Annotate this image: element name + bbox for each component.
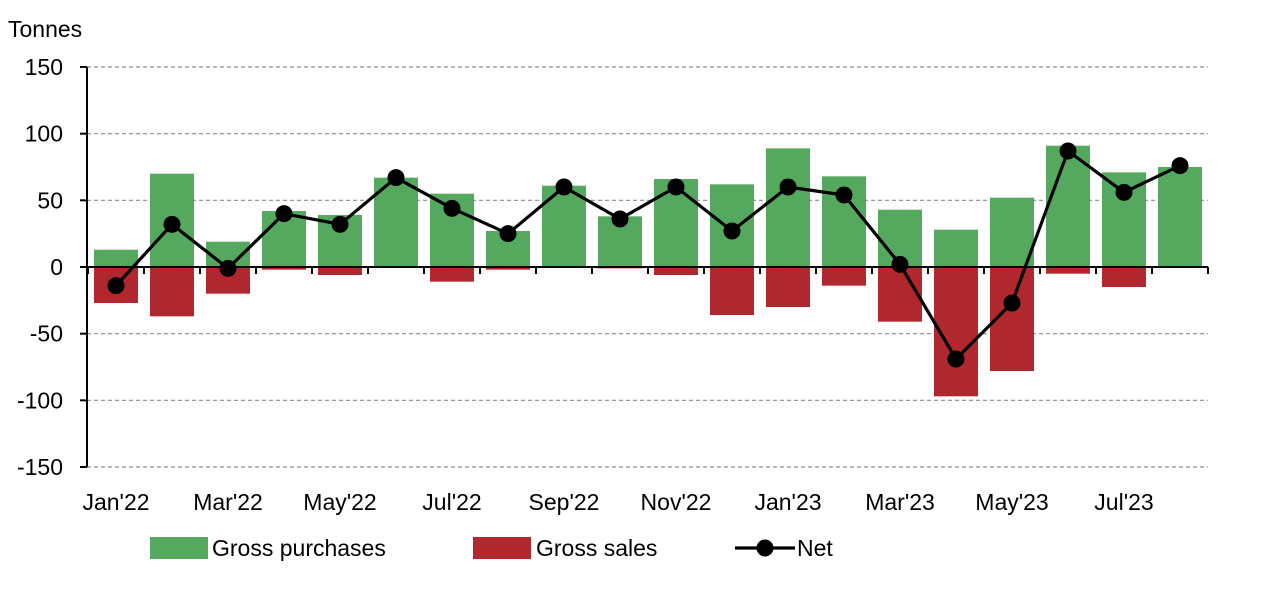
x-tick-label: Jan'23 bbox=[754, 489, 821, 515]
x-tick-label: Jul'23 bbox=[1094, 489, 1153, 515]
net-marker bbox=[667, 178, 685, 196]
net-marker bbox=[891, 255, 909, 273]
legend-marker-net bbox=[756, 539, 774, 557]
legend-label-purchases: Gross purchases bbox=[212, 535, 386, 561]
net-marker bbox=[163, 215, 181, 233]
net-marker bbox=[835, 186, 853, 204]
net-line-path bbox=[114, 149, 1181, 361]
x-tick-label: Mar'23 bbox=[865, 489, 935, 515]
legend-swatch-sales bbox=[473, 537, 531, 559]
sales-bar bbox=[654, 267, 698, 275]
net-line bbox=[107, 142, 1189, 368]
sales-bar bbox=[430, 267, 474, 282]
net-marker bbox=[219, 259, 237, 277]
net-marker bbox=[779, 178, 797, 196]
y-tick-label: -150 bbox=[17, 454, 63, 480]
net-marker bbox=[275, 205, 293, 223]
y-tick-label: -100 bbox=[17, 387, 63, 413]
y-axis-ticks: 150 100 50 0 -50 -100 -150 bbox=[17, 54, 87, 480]
y-tick-label: 0 bbox=[50, 254, 63, 280]
sales-bar bbox=[150, 267, 194, 317]
sales-bar bbox=[1046, 267, 1090, 274]
net-marker bbox=[443, 199, 461, 217]
net-marker bbox=[1171, 157, 1189, 175]
sales-bar bbox=[1102, 267, 1146, 287]
y-axis-unit-label: Tonnes bbox=[8, 16, 82, 42]
net-marker bbox=[331, 215, 349, 233]
sales-bar bbox=[486, 267, 530, 270]
net-marker bbox=[499, 225, 517, 243]
net-marker bbox=[723, 222, 741, 240]
net-marker bbox=[1059, 142, 1077, 160]
x-tick-label: Jul'22 bbox=[422, 489, 481, 515]
legend-swatch-purchases bbox=[150, 537, 208, 559]
sales-bar bbox=[766, 267, 810, 307]
purchase-bar bbox=[374, 177, 418, 267]
purchase-bar bbox=[1158, 167, 1202, 267]
net-marker bbox=[1115, 183, 1133, 201]
net-marker bbox=[947, 350, 965, 368]
x-tick-label: May'23 bbox=[975, 489, 1048, 515]
purchase-bar bbox=[934, 229, 978, 267]
net-marker bbox=[107, 277, 125, 295]
bars bbox=[94, 145, 1202, 397]
purchase-bar bbox=[94, 249, 138, 267]
sales-bar bbox=[710, 267, 754, 315]
sales-bar bbox=[878, 267, 922, 322]
legend-label-net: Net bbox=[797, 535, 833, 561]
y-tick-label: -50 bbox=[30, 321, 63, 347]
y-tick-label: 100 bbox=[25, 121, 63, 147]
sales-bar bbox=[822, 267, 866, 286]
net-marker bbox=[1003, 294, 1021, 312]
x-tick-label: Mar'22 bbox=[193, 489, 263, 515]
y-tick-label: 50 bbox=[37, 187, 63, 213]
net-marker bbox=[387, 169, 405, 187]
y-tick-label: 150 bbox=[25, 54, 63, 80]
x-tick-label: Sep'22 bbox=[529, 489, 600, 515]
x-tick-label: Nov'22 bbox=[641, 489, 712, 515]
purchase-bar bbox=[766, 148, 810, 267]
purchase-bar bbox=[990, 197, 1034, 267]
net-marker bbox=[611, 210, 629, 228]
legend: Gross purchases Gross sales Net bbox=[150, 535, 833, 561]
axes bbox=[86, 67, 1209, 467]
sales-bar bbox=[262, 267, 306, 270]
legend-label-sales: Gross sales bbox=[536, 535, 657, 561]
sales-bar bbox=[318, 267, 362, 275]
net-marker bbox=[555, 178, 573, 196]
x-tick-label: May'22 bbox=[303, 489, 376, 515]
x-tick-label: Jan'22 bbox=[82, 489, 149, 515]
purchase-bar bbox=[1046, 145, 1090, 267]
x-axis-ticks: Jan'22 Mar'22 May'22 Jul'22 Sep'22 Nov'22 Jan'… bbox=[82, 489, 1153, 515]
